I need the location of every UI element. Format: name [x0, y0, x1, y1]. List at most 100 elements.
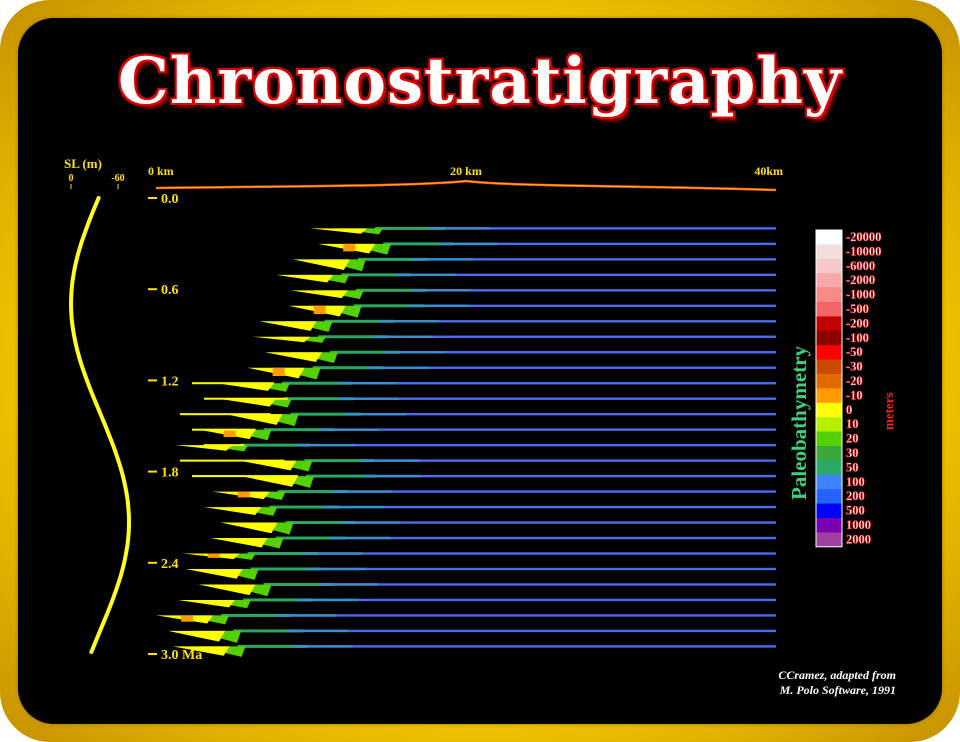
slice-toe-band: [396, 273, 457, 277]
slice-slope-band: [277, 490, 348, 494]
time-slice: [220, 521, 776, 535]
slice-shelf-yellow: [292, 259, 350, 271]
colorbar-label: -20: [846, 374, 863, 388]
slice-proximal-line: [204, 444, 245, 447]
slice-toe-band: [384, 351, 445, 354]
slice-shelf-yellow: [253, 336, 311, 343]
y-tick-label: 0.6: [161, 283, 179, 298]
slice-basin-band: [359, 351, 776, 354]
slice-toe-band: [367, 366, 428, 369]
slice-shallow-orange: [207, 553, 220, 558]
slice-basin-band: [354, 320, 776, 323]
y-tick-label: 1.2: [161, 374, 179, 389]
surface-profile-highlight: [155, 180, 777, 191]
slice-shallow-orange: [237, 491, 250, 498]
page-title: Chronostratigraphy: [117, 44, 843, 119]
time-slice: [185, 567, 776, 580]
colorbar-label: 20: [846, 432, 859, 446]
slice-shallow-orange: [313, 305, 326, 315]
slice-slope-band: [250, 567, 321, 571]
slice-toe-band: [318, 583, 379, 586]
slice-basin-band: [383, 304, 776, 308]
time-slice: [276, 273, 776, 284]
slice-slope-band: [383, 242, 454, 246]
slice-slope-band: [269, 505, 340, 509]
colorbar-label: 50: [846, 460, 859, 474]
time-slice: [177, 598, 776, 609]
colorbar-label: -10000: [846, 244, 881, 258]
colorbar-label: -30: [846, 360, 863, 374]
slice-toe-band: [430, 227, 490, 230]
slice-basin-band: [251, 614, 776, 617]
slice-slope-band: [221, 613, 292, 617]
colorbar-swatch: [816, 532, 842, 548]
colorbar-label: 10: [846, 417, 859, 431]
slice-toe-band: [276, 614, 337, 617]
time-slice: [210, 536, 776, 549]
slice-shelf-yellow: [185, 568, 243, 579]
colorbar-swatch: [816, 359, 842, 375]
y-tick-label: 1.8: [161, 466, 179, 481]
slice-shelf-yellow: [168, 630, 226, 642]
y-tick-label: 2.4: [161, 557, 179, 572]
credit-line-1: CCramez, adapted from: [778, 668, 896, 682]
slice-slope-band: [263, 582, 334, 586]
sea-level-curve: [68, 196, 132, 654]
slice-shelf-yellow: [264, 352, 322, 362]
slice-proximal-line: [192, 428, 256, 431]
slice-toe-band: [345, 412, 406, 416]
slice-slope-band: [312, 366, 383, 370]
colorbar-swatch: [816, 302, 842, 317]
slice-basin-band: [385, 289, 776, 292]
slice-shelf-yellow: [290, 290, 348, 299]
slice-proximal-line: [204, 397, 288, 400]
time-slice: [204, 505, 776, 516]
colorbar-swatch: [816, 474, 842, 490]
slice-shelf-yellow: [220, 522, 278, 534]
slice-slope-band: [247, 552, 318, 556]
slice-toe-band: [295, 443, 356, 447]
slice-toe-band: [438, 242, 499, 246]
slice-shelf-yellow: [172, 646, 230, 656]
slice-slope-band: [341, 273, 412, 277]
slice-slope-band: [357, 257, 428, 261]
slice-toe-band: [360, 474, 421, 478]
slice-slope-band: [329, 350, 400, 354]
slice-shallow-orange: [343, 243, 356, 252]
colorbar-label: -1000: [846, 288, 875, 302]
time-slice: [204, 397, 776, 408]
colorbar-label: 100: [846, 475, 865, 489]
time-slices: [156, 226, 776, 657]
slice-basin-band: [334, 459, 776, 462]
slice-basin-band: [315, 521, 776, 524]
credit-line-2: M. Polo Software, 1991: [779, 683, 896, 697]
slice-slope-band: [281, 381, 352, 385]
slice-slope-band: [353, 304, 424, 308]
colorbar-swatch: [816, 230, 842, 245]
slice-proximal-line: [180, 459, 285, 462]
slice-shelf-yellow: [218, 398, 276, 407]
slice-basin-band: [371, 273, 776, 277]
slice-slope-band: [305, 474, 376, 478]
slice-shelf-yellow: [198, 584, 256, 596]
colorbar-label: -10: [846, 388, 863, 402]
slice-basin-band: [277, 552, 776, 555]
x-axis: 0 km 20 km 40km: [148, 164, 783, 192]
colorbar-swatch: [816, 374, 842, 389]
colorbar-title: Paleobathymetry: [787, 346, 811, 500]
colorbar-swatch: [816, 431, 842, 447]
colorbar-label: 2000: [846, 532, 871, 546]
slice-slope-band: [304, 459, 375, 463]
time-slice: [192, 381, 776, 392]
slice-shallow-orange: [272, 367, 285, 377]
colorbar-swatch: [816, 388, 842, 404]
colorbar-swatch: [816, 417, 842, 432]
slice-slope-band: [375, 226, 445, 230]
time-slice: [259, 319, 776, 332]
slice-shelf-yellow: [239, 460, 297, 471]
slice-basin-band: [311, 382, 776, 385]
colorbar-swatch: [816, 518, 842, 533]
time-slice: [212, 490, 776, 500]
slice-basin-band: [335, 474, 776, 478]
slice-shelf-yellow: [310, 228, 367, 234]
